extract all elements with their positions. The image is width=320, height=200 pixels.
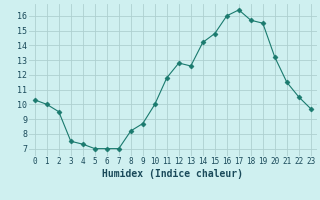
X-axis label: Humidex (Indice chaleur): Humidex (Indice chaleur) <box>102 169 243 179</box>
